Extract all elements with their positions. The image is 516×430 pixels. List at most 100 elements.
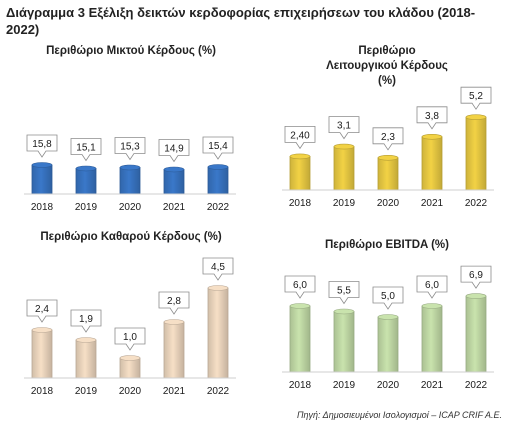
data-label-callout [372, 127, 404, 151]
data-label: 6,0 [425, 280, 439, 291]
bar-2022 [207, 287, 229, 379]
bar-2020 [119, 357, 141, 379]
bar-top-2018 [289, 303, 311, 309]
data-label: 1,0 [123, 332, 137, 343]
x-tick-label: 2021 [163, 202, 186, 213]
bar-2021 [163, 169, 185, 195]
data-label: 14,9 [164, 144, 184, 155]
bar-top-2019 [75, 165, 97, 172]
bar-top-2021 [163, 166, 185, 173]
bar-top-2019 [333, 308, 355, 315]
data-label-callout [372, 286, 404, 310]
bar-2018 [31, 164, 53, 195]
data-label-callout [114, 327, 146, 351]
x-tick-label: 2019 [75, 202, 98, 213]
chart-plot-area: 15,8 15,1 15,3 14,9 15,4 2018 2019 2020 2021 2022 [24, 134, 236, 213]
data-label-callout [328, 116, 360, 140]
bar-2020 [377, 316, 399, 373]
data-label: 15,4 [208, 141, 228, 152]
x-tick-label: 2018 [289, 380, 312, 391]
data-label: 15,3 [120, 142, 140, 153]
bar-top-2021 [421, 303, 443, 309]
bar-2022 [465, 295, 487, 373]
data-label: 5,0 [381, 291, 395, 302]
data-label-callout [202, 136, 234, 160]
chart-operating-margin: Περιθώριο Λειτουργικού Κέρδους (%) 2,40 3… [262, 40, 512, 220]
bars: 15,8 15,1 15,3 14,9 15,4 [26, 134, 234, 195]
bar-top-2022 [465, 293, 487, 299]
data-label-callout [114, 137, 146, 161]
bar-2020 [377, 157, 399, 191]
data-label-callout [328, 281, 360, 305]
bar-top-2018 [31, 162, 53, 168]
bar-2019 [75, 339, 97, 379]
bar-top-2022 [207, 164, 229, 170]
bar-2019 [333, 146, 355, 191]
bar-top-2021 [163, 319, 185, 325]
bar-top-2022 [207, 285, 229, 291]
data-label: 15,1 [76, 143, 96, 154]
bar-2020 [119, 167, 141, 195]
data-label-callout [158, 139, 190, 163]
bars: 2,40 3,1 2,3 3,8 5,2 [284, 86, 492, 191]
data-label: 4,5 [211, 262, 225, 273]
x-tick-label: 2019 [333, 198, 356, 209]
chart-title: Περιθώριο Καθαρού Κέρδους (%) [40, 231, 222, 243]
x-tick-label: 2020 [119, 202, 142, 213]
bar-2022 [465, 116, 487, 191]
bar-top-2018 [289, 153, 311, 160]
bar-2021 [163, 321, 185, 379]
chart-ebitda-margin: Περιθώριο EBITDA (%) 6,0 5,5 5,0 6,0 6,9 2018… [262, 226, 512, 406]
bar-top-2018 [31, 327, 53, 333]
data-label-callout [26, 299, 58, 323]
x-tick-label: 2022 [465, 198, 488, 209]
data-label: 6,0 [293, 280, 307, 291]
bars: 2,4 1,9 1,0 2,8 4,5 [26, 257, 234, 379]
data-label-callout [158, 291, 190, 315]
x-tick-label: 2018 [31, 202, 54, 213]
x-tick-label: 2020 [377, 380, 400, 391]
x-tick-label: 2021 [421, 198, 444, 209]
data-label-callout [202, 257, 234, 281]
x-tick-label: 2022 [465, 380, 488, 391]
chart-plot-area: 2,4 1,9 1,0 2,8 4,5 2018 2019 2020 2021 2022 [24, 257, 236, 397]
bar-2018 [289, 156, 311, 191]
data-label: 2,3 [381, 132, 395, 143]
data-label: 2,40 [290, 130, 310, 141]
x-tick-label: 2019 [75, 386, 98, 397]
data-label-callout [70, 309, 102, 333]
bar-2019 [333, 311, 355, 373]
chart-net-margin: Περιθώριο Καθαρού Κέρδους (%) 2,4 1,9 1,0 2… [6, 226, 256, 406]
chart-plot-area: 2,40 3,1 2,3 3,8 5,2 2018 2019 2020 2021 2022 [282, 86, 494, 209]
chart-title: Περιθώριο Λειτουργικού Κέρδους (%) [326, 45, 448, 87]
data-label-callout [70, 138, 102, 162]
chart-title: Περιθώριο EBITDA (%) [325, 239, 449, 251]
data-label-callout [26, 134, 58, 158]
data-label: 2,4 [35, 304, 49, 315]
bar-top-2020 [377, 155, 399, 161]
data-label: 5,5 [337, 286, 351, 297]
bar-top-2020 [377, 314, 399, 320]
data-label-callout [460, 265, 492, 289]
data-label: 5,2 [469, 91, 483, 102]
bar-top-2019 [333, 143, 355, 150]
data-label: 6,9 [469, 270, 483, 281]
data-label: 3,8 [425, 111, 439, 122]
source-note: Πηγή: Δημοσιευμένοι Ισολογισμοί – ICAP C… [296, 410, 502, 420]
bar-2022 [207, 166, 229, 195]
chart-plot-area: 6,0 5,5 5,0 6,0 6,9 2018 2019 2020 2021 2022 [282, 265, 494, 391]
chart-gross-margin: Περιθώριο Μικτού Κέρδους (%) 15,8 15,1 15,… [6, 40, 256, 220]
bar-top-2020 [119, 164, 141, 171]
page-title: Διάγραμμα 3 Εξέλιξη δεικτών κερδοφορίας … [6, 5, 476, 37]
x-tick-label: 2021 [163, 386, 186, 397]
x-tick-label: 2018 [31, 386, 54, 397]
data-label-callout [284, 126, 316, 150]
data-label: 2,8 [167, 296, 181, 307]
chart-title: Περιθώριο Μικτού Κέρδους (%) [46, 45, 216, 57]
bars: 6,0 5,5 5,0 6,0 6,9 [284, 265, 492, 373]
data-label-callout [460, 86, 492, 110]
bar-2018 [289, 305, 311, 373]
bar-top-2019 [75, 337, 97, 343]
x-tick-label: 2020 [377, 198, 400, 209]
x-tick-label: 2019 [333, 380, 356, 391]
